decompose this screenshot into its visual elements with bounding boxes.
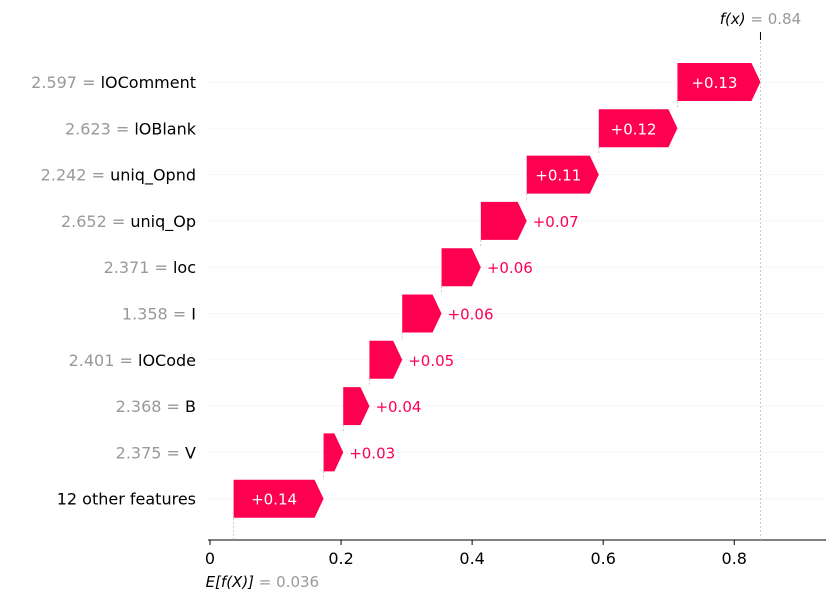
contribution-bar (369, 340, 403, 379)
base-value-number: = 0.036 (259, 573, 319, 591)
feature-label: 2.371 = loc (104, 258, 196, 277)
feature-label: 2.375 = V (116, 443, 196, 462)
feature-label: 2.401 = lOCode (69, 351, 196, 370)
feature-name: V (185, 443, 196, 462)
contribution-bar (402, 294, 442, 333)
feature-name: lOComment (101, 73, 196, 92)
feature-name: uniq_Op (130, 212, 196, 232)
x-tick-label: 0 (205, 549, 215, 568)
feature-name: uniq_Opnd (110, 166, 196, 186)
feature-name: B (185, 397, 196, 416)
output-value-label: f(x) (720, 10, 751, 28)
y-axis-labels: 2.597 = lOComment 2.623 = lOBlank 2.242 = … (31, 73, 197, 509)
feature-value: 2.597 = (31, 73, 100, 92)
contribution-label: +0.04 (375, 398, 421, 416)
contribution-bar (677, 63, 761, 101)
connector-lines (323, 101, 678, 480)
feature-value: 2.652 = (61, 212, 130, 231)
feature-name: lOCode (138, 351, 196, 370)
contribution-bar (233, 479, 324, 518)
feature-label: 2.242 = uniq_Opnd (41, 166, 196, 186)
feature-label: 2.652 = uniq_Op (61, 212, 196, 232)
feature-label: 12 other features (57, 490, 196, 509)
contribution-label: +0.11 (535, 167, 581, 185)
feature-value: 2.368 = (116, 397, 185, 416)
feature-value: 2.375 = (116, 443, 185, 462)
contribution-label: +0.05 (408, 352, 454, 370)
contribution-label: +0.07 (533, 213, 579, 231)
grid-lines (210, 81, 826, 500)
feature-value: 2.242 = (41, 166, 110, 185)
feature-name: loc (173, 258, 196, 277)
base-value-label: E[f(X)] (206, 573, 259, 591)
feature-value: 2.401 = (69, 351, 138, 370)
feature-value: 2.371 = (104, 258, 173, 277)
output-value-text: f(x) = 0.84 (720, 10, 801, 28)
contribution-bar (323, 433, 344, 472)
base-value-annotation: E[f(X)] = 0.036 (206, 517, 320, 591)
x-tick-label: 0.8 (722, 549, 747, 568)
feature-value: 1.358 = (122, 305, 191, 324)
x-axis: 0 0.2 0.4 0.6 0.8 (205, 539, 826, 568)
contribution-bar (598, 109, 678, 148)
contribution-bar (343, 387, 370, 426)
output-value-annotation: f(x) = 0.84 (720, 10, 801, 540)
feature-name: 12 other features (57, 490, 196, 509)
contribution-label: +0.13 (691, 74, 737, 92)
feature-label: 2.623 = lOBlank (65, 119, 197, 138)
feature-name: I (191, 305, 196, 324)
contribution-bar (480, 201, 527, 240)
feature-label: 1.358 = I (122, 305, 196, 324)
feature-name: lOBlank (134, 119, 196, 138)
feature-label: 2.368 = B (116, 397, 196, 416)
x-tick-label: 0.4 (459, 549, 484, 568)
x-tick-label: 0.2 (328, 549, 353, 568)
base-value-text: E[f(X)] = 0.036 (206, 573, 320, 591)
bars: +0.13 +0.12 +0.11 +0.07 +0.06 +0.06 +0.05 +0.04… (233, 63, 761, 518)
contribution-bar (526, 155, 599, 194)
contribution-bar (441, 248, 481, 287)
contribution-label: +0.12 (611, 120, 657, 138)
contribution-label: +0.14 (251, 491, 297, 509)
feature-value: 2.623 = (65, 119, 134, 138)
contribution-label: +0.06 (448, 306, 494, 324)
output-value-number: = 0.84 (750, 10, 801, 28)
x-tick-label: 0.6 (590, 549, 615, 568)
feature-label: 2.597 = lOComment (31, 73, 196, 92)
contribution-label: +0.06 (487, 259, 533, 277)
contribution-label: +0.03 (349, 444, 395, 462)
